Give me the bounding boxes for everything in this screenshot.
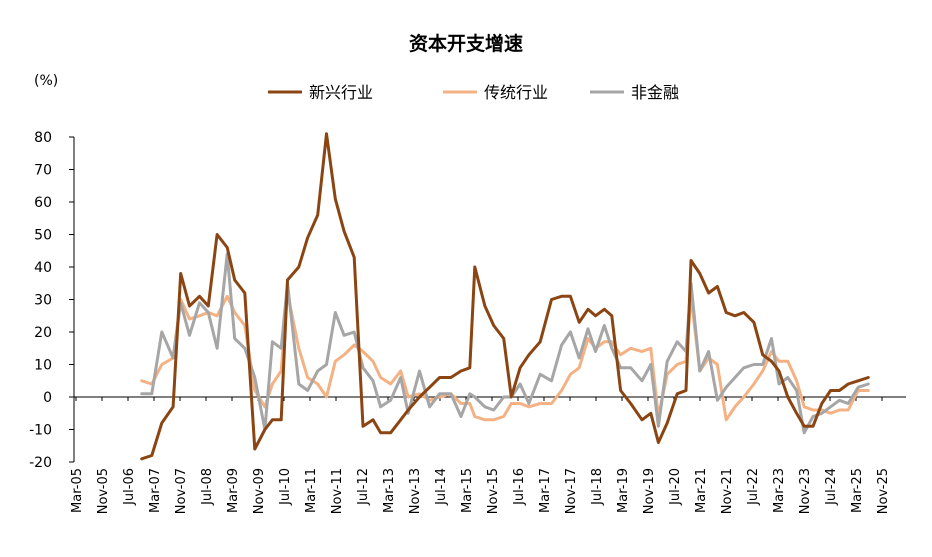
x-tick-label: Nov-09 [252,468,267,514]
x-tick-label: Nov-21 [720,468,735,514]
y-tick-label: 40 [34,260,52,276]
y-tick-label: 50 [34,228,52,244]
x-tick-label: Jul-18 [590,468,605,506]
x-tick-label: Jul-24 [824,468,839,506]
x-tick-label: Jul-10 [278,468,293,506]
x-tick-label: Mar-13 [382,468,397,513]
x-tick-label: Mar-05 [70,468,85,513]
x-tick-label: Mar-15 [460,468,475,513]
y-tick-label: 10 [34,358,52,374]
x-tick-label: Nov-19 [642,468,657,514]
x-tick-label: Mar-17 [538,468,553,513]
x-tick-label: Nov-11 [330,468,345,514]
x-tick-label: Nov-25 [876,468,891,514]
legend-label-0: 新兴行业 [309,83,373,102]
x-tick-label: Jul-06 [122,468,137,506]
x-tick-label: Mar-23 [772,468,787,513]
chart-title: 资本开支增速 [409,32,523,55]
y-tick-label: -20 [29,455,52,471]
x-tick-label: Jul-08 [200,468,215,506]
x-tick-label: Nov-07 [174,468,189,514]
y-tick-label: -10 [29,423,52,439]
series-layer [140,132,870,461]
x-axis: Mar-05 Nov-05 Jul-06 Mar-07 Nov-07 Jul-08 Mar-… [70,396,906,514]
x-tick-label: Jul-20 [668,468,683,506]
legend-label-2: 非金融 [631,83,679,102]
y-tick-label: 30 [34,293,52,309]
x-tick-label: Nov-05 [96,468,111,514]
y-tick-label: 0 [43,390,52,406]
x-tick-label: Nov-13 [408,468,423,514]
x-tick-label: Mar-07 [148,468,163,513]
y-tick-label: 70 [34,163,52,179]
x-tick-label: Mar-19 [616,468,631,513]
x-tick-label: Mar-11 [304,468,319,513]
x-tick-label: Jul-16 [512,468,527,506]
x-tick-label: Jul-22 [746,468,761,506]
x-tick-label: Jul-14 [434,468,449,506]
x-tick-label: Mar-21 [694,468,709,513]
y-tick-label: 60 [34,195,52,211]
x-tick-label: Jul-12 [356,468,371,506]
x-tick-label: Nov-23 [798,468,813,514]
x-tick-label: Mar-25 [850,468,865,513]
series-line-0 [140,132,870,461]
y-axis: 80 70 60 50 40 30 20 10 0 -10 -20 [29,130,75,471]
legend: 新兴行业 传统行业 非金融 [268,83,679,102]
x-tick-label: Nov-17 [564,468,579,514]
legend-label-1: 传统行业 [484,83,548,102]
x-tick-label: Mar-09 [226,468,241,513]
y-tick-label: 20 [34,325,52,341]
y-tick-label: 80 [34,130,52,146]
x-tick-label: Nov-15 [486,468,501,514]
y-axis-unit: (%) [34,73,58,89]
